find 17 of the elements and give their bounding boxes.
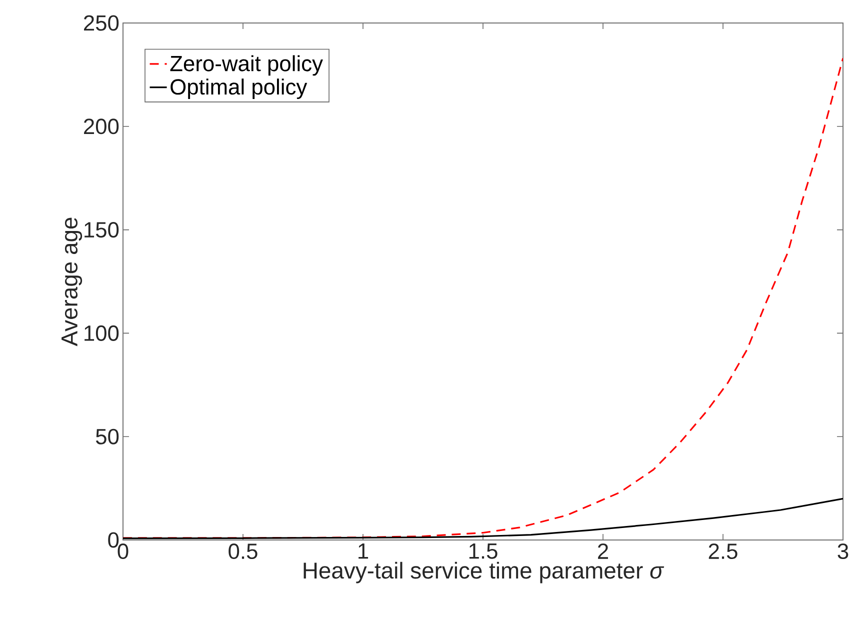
y-tick-label: 250	[84, 15, 119, 31]
x-tick-label: 1.5	[469, 544, 498, 559]
x-tick-label: 1	[358, 544, 368, 559]
line-series	[123, 498, 844, 540]
y-tick-label: 150	[84, 222, 119, 238]
legend-label: Zero-wait policy	[170, 55, 323, 76]
y-tick-label: 0	[108, 532, 119, 548]
legend-label: Optimal policy	[170, 78, 308, 100]
x-axis-title: Heavy-tail service time parameter σ	[304, 562, 664, 584]
x-tick-label: 3	[838, 544, 848, 560]
y-tick-label: 50	[96, 428, 119, 444]
x-tick-label: 2	[598, 544, 608, 559]
x-tick-label: 2.5	[708, 544, 738, 560]
x-tick-label: 0.5	[228, 544, 258, 560]
y-tick-label: 100	[84, 325, 119, 341]
y-tick-label: 200	[84, 118, 119, 134]
y-axis-title: Average age	[62, 218, 82, 346]
